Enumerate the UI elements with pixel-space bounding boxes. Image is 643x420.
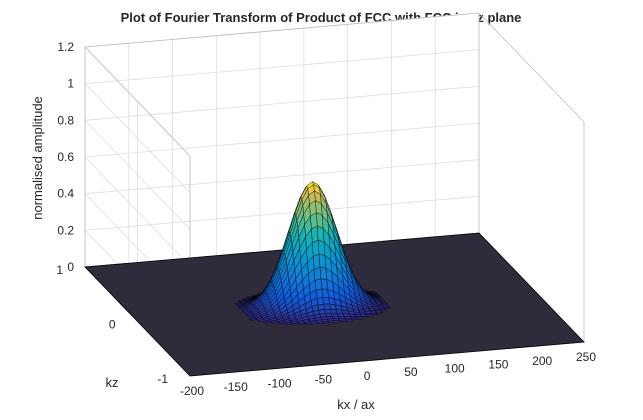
tick-labels: -200 -150 -100 -50 0 50 100 150 200 250-101 00.20.… (56, 40, 596, 398)
z-tick-label: 0.6 (57, 150, 74, 164)
z-tick-label: 0.2 (57, 223, 74, 237)
grid-line (84, 49, 480, 85)
y-tick-label: 0 (109, 318, 116, 332)
y-axis-label: kz (106, 375, 119, 390)
surface-patch (315, 288, 323, 299)
x-tick-label: -200 (180, 384, 204, 398)
surface-patch (304, 322, 313, 326)
x-axis-label: kx / ax (337, 397, 375, 412)
surface-patch (321, 320, 330, 324)
surface-patch (271, 321, 280, 324)
x-tick-label: 100 (445, 361, 465, 375)
surface-patch (322, 297, 330, 305)
axis-box-edge (84, 46, 191, 157)
surface-patch (264, 320, 273, 324)
x-tick-label: 200 (532, 354, 552, 368)
axis-box-edge (84, 12, 480, 48)
x-tick-label: 250 (576, 350, 596, 364)
z-axis-label: normalised amplitude (30, 96, 45, 220)
surface-patch (316, 321, 324, 325)
y-tick-label: -1 (157, 372, 168, 386)
x-tick-label: -150 (224, 380, 248, 394)
surface-patch (285, 322, 293, 325)
surface-patch (317, 303, 325, 311)
z-tick-label: 0.8 (57, 113, 74, 127)
surface-patch (249, 318, 258, 321)
x-tick-label: 150 (488, 358, 508, 372)
surface-patch (316, 297, 324, 306)
z-tick-label: 1 (67, 77, 74, 91)
x-tick-label: -50 (315, 373, 333, 387)
z-tick-label: 1.2 (57, 40, 74, 54)
z-tick-label: 0.4 (57, 187, 74, 201)
axis-box-edge (478, 12, 585, 123)
x-tick-label: -100 (268, 376, 292, 390)
surface-mesh (84, 181, 585, 377)
surface-patch (312, 239, 320, 257)
surface-patch (312, 253, 321, 270)
surface-patch (313, 266, 322, 281)
surface-patch (257, 319, 265, 323)
x-tick-label: 0 (364, 369, 371, 383)
surface-patch (278, 321, 286, 325)
x-tick-label: 50 (404, 365, 418, 379)
y-tick-label: 1 (56, 263, 63, 277)
z-tick-label: 0 (67, 260, 74, 274)
surface-patch (311, 225, 319, 244)
surface-patch (327, 320, 336, 323)
surface-patch (291, 322, 300, 326)
